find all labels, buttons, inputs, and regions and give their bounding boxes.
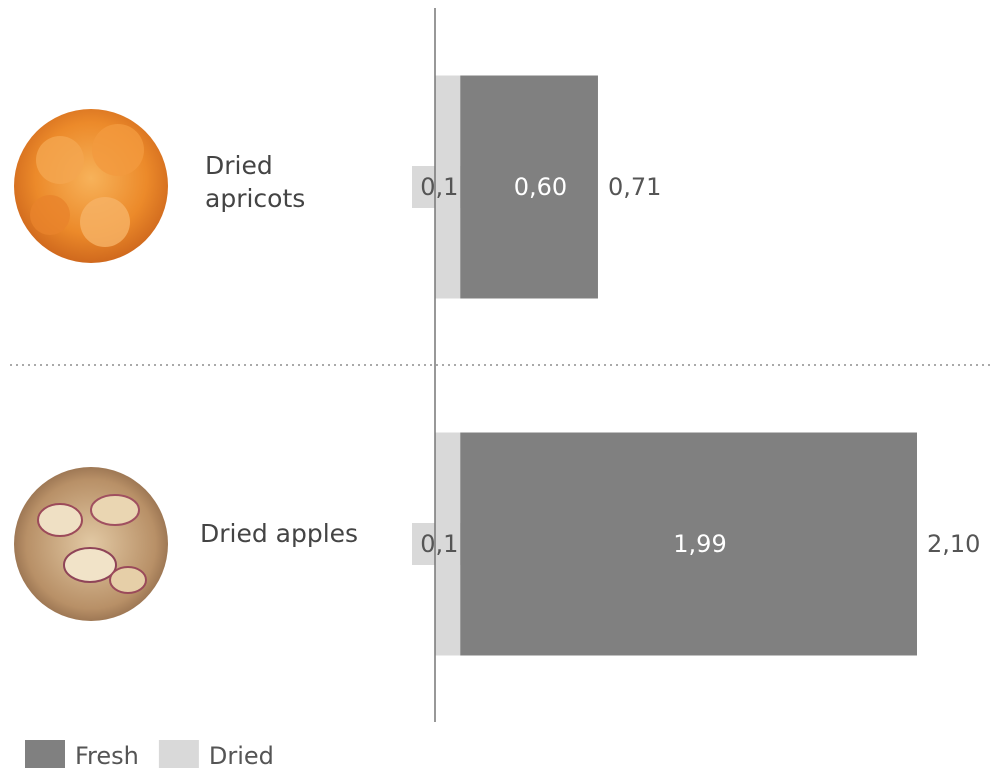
value-label: 0,60 [514,173,567,201]
legend-swatch [25,740,65,768]
legend-label: Fresh [75,742,139,768]
page: 0,110,600,710,111,992,10FreshDried Dried… [0,0,994,768]
category-label: Dried apricots [205,150,335,215]
value-label: 1,99 [673,530,726,558]
category-label: Dried apples [200,518,358,551]
apricot-image [14,109,168,263]
chart: 0,110,600,710,111,992,10FreshDried [0,0,994,768]
apple-image [14,467,168,621]
legend-label: Dried [209,742,274,768]
legend-swatch [159,740,199,768]
total-label: 2,10 [927,530,980,558]
total-label: 0,71 [608,173,661,201]
